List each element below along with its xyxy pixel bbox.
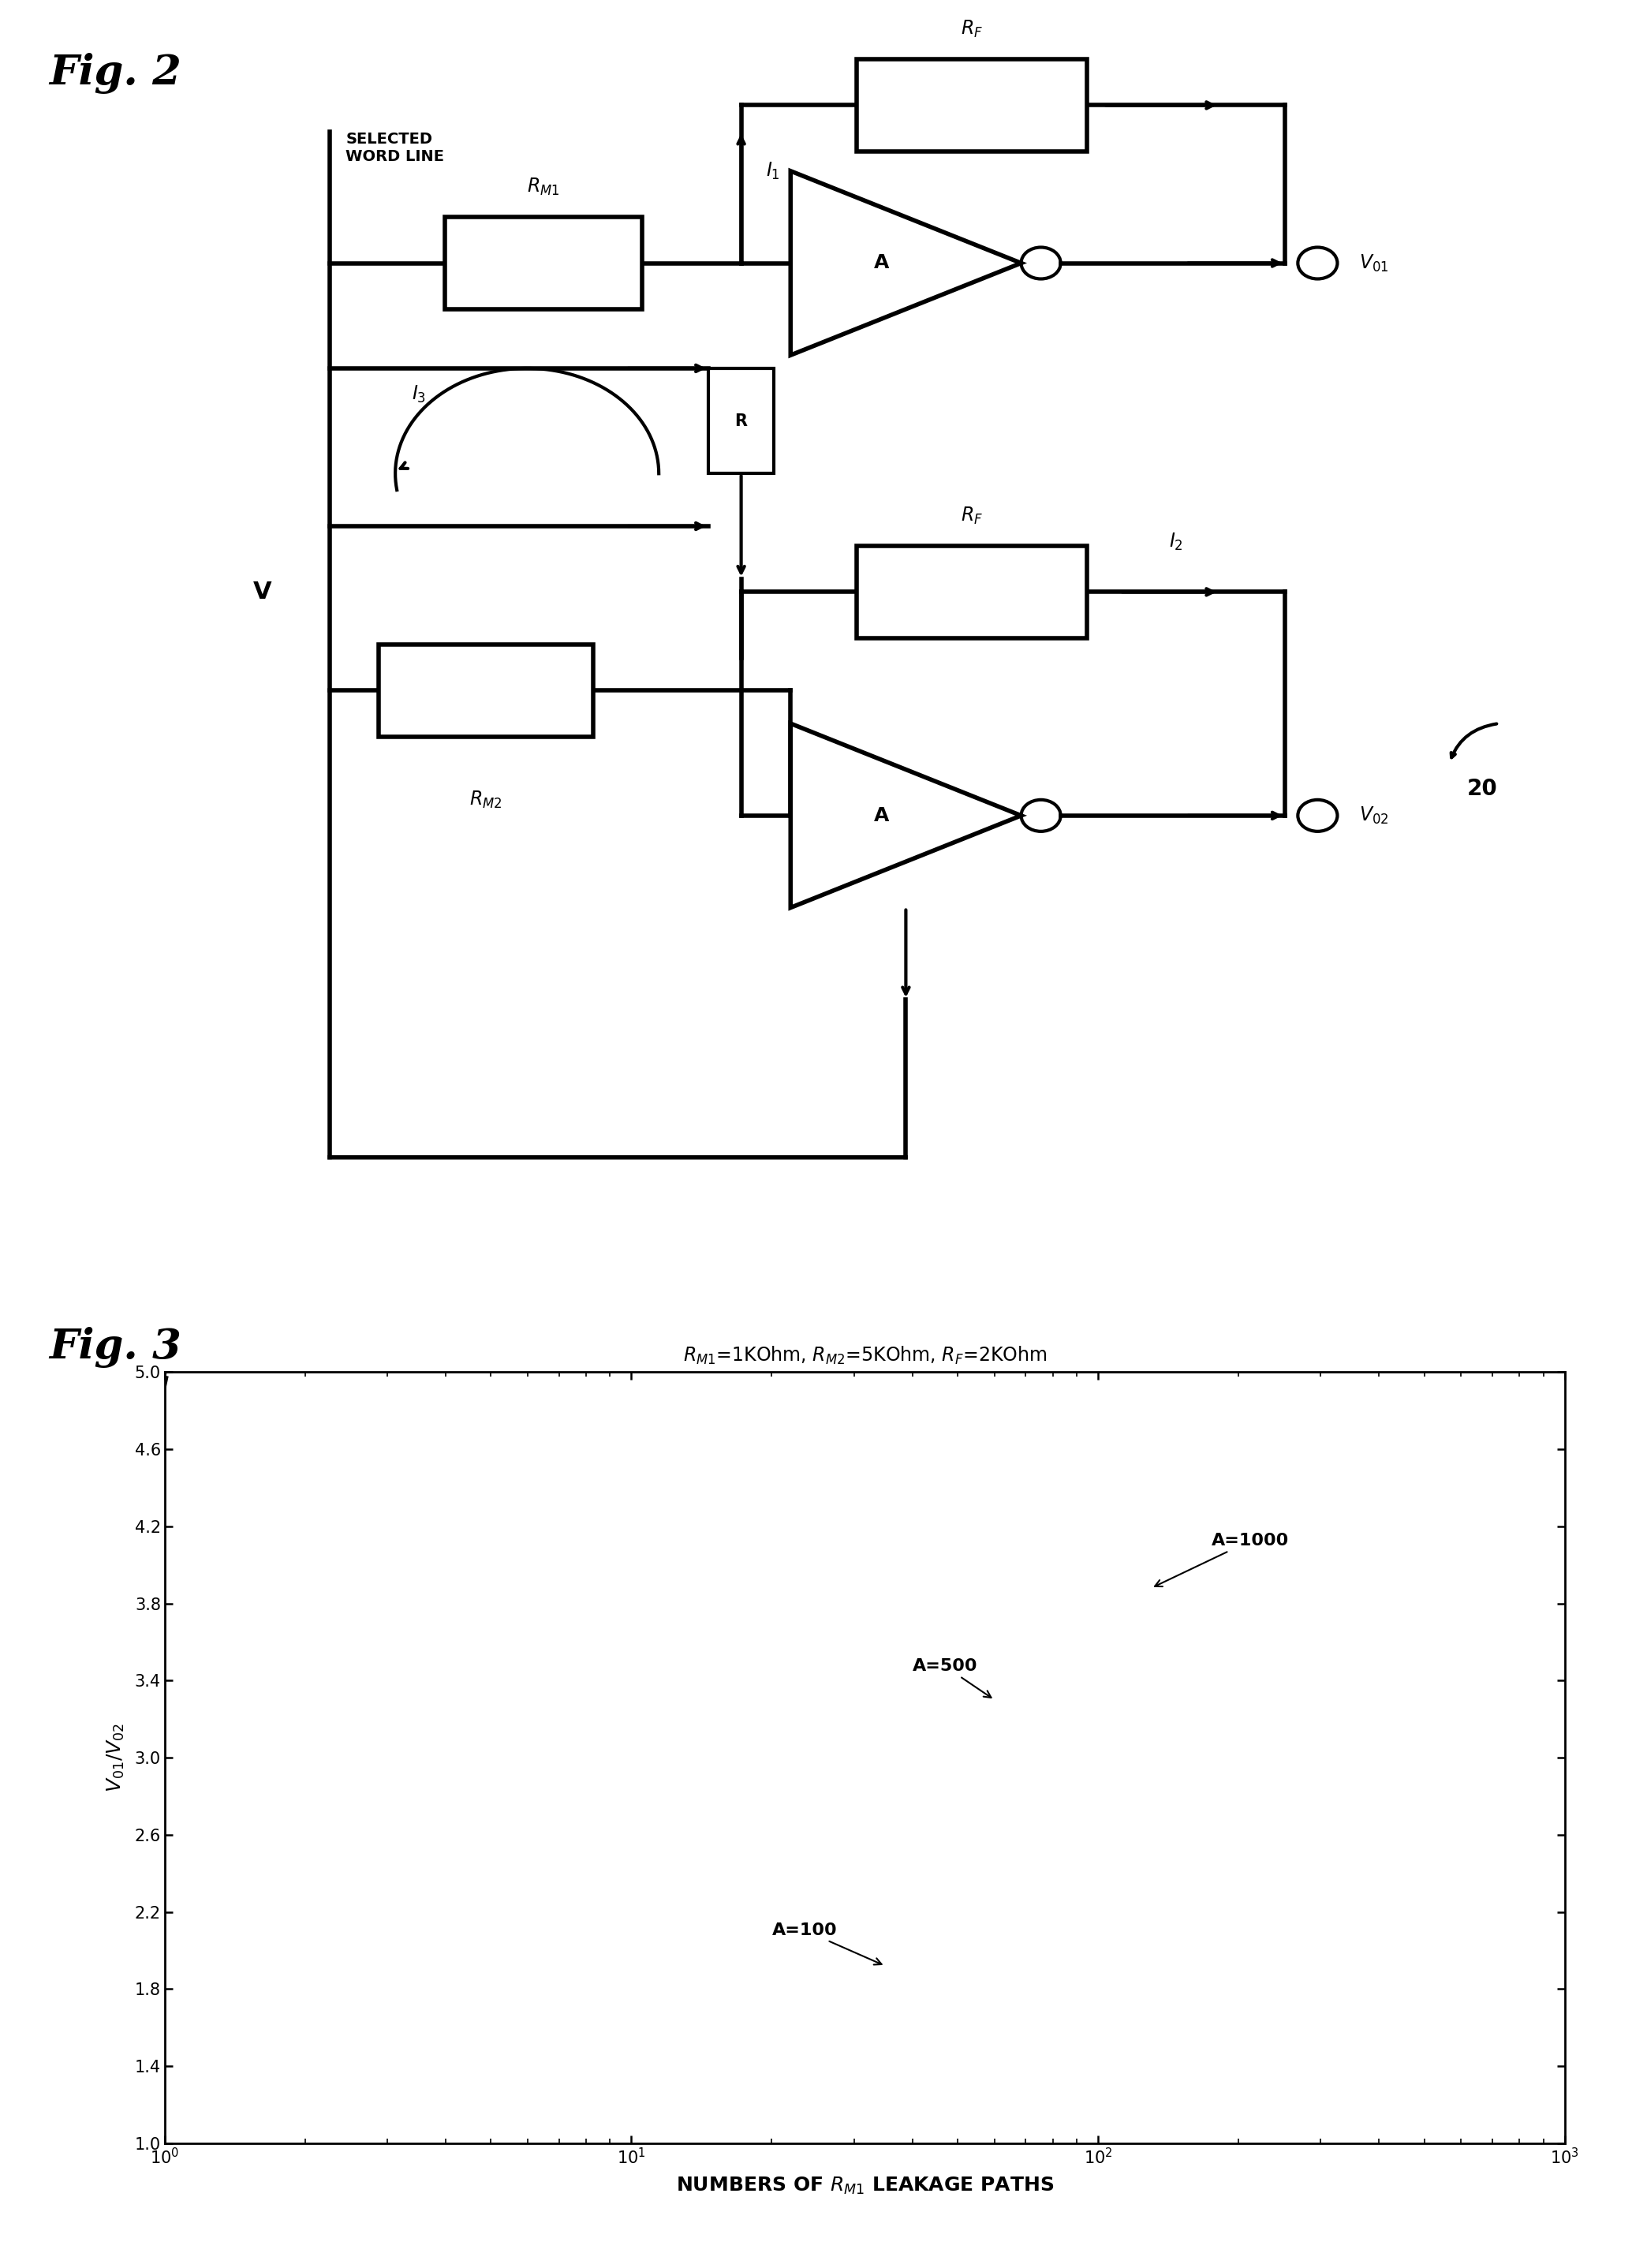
X-axis label: NUMBERS OF $R_{M1}$ LEAKAGE PATHS: NUMBERS OF $R_{M1}$ LEAKAGE PATHS <box>675 2175 1054 2195</box>
Y-axis label: $V_{01}/V_{02}$: $V_{01}/V_{02}$ <box>105 1724 125 1792</box>
Text: A: A <box>873 805 889 826</box>
Text: $R_{M2}$: $R_{M2}$ <box>469 789 502 810</box>
Text: SELECTED
WORD LINE: SELECTED WORD LINE <box>346 132 445 163</box>
Title: $R_{M1}$=1KOhm, $R_{M2}$=5KOhm, $R_{F}$=2KOhm: $R_{M1}$=1KOhm, $R_{M2}$=5KOhm, $R_{F}$=… <box>684 1345 1046 1365</box>
Text: $I_3$: $I_3$ <box>412 383 427 406</box>
Text: $I_1$: $I_1$ <box>766 161 781 181</box>
Text: A: A <box>873 254 889 272</box>
Bar <box>856 59 1087 152</box>
Polygon shape <box>791 170 1021 356</box>
Text: $I_2$: $I_2$ <box>1169 531 1184 553</box>
Text: $V_{02}$: $V_{02}$ <box>1359 805 1388 826</box>
Text: V: V <box>254 581 272 603</box>
Bar <box>708 367 774 474</box>
Text: A=500: A=500 <box>912 1658 991 1699</box>
Bar <box>856 547 1087 637</box>
Text: A=100: A=100 <box>772 1923 881 1964</box>
Text: R: R <box>735 413 748 429</box>
Text: 20: 20 <box>1467 778 1497 801</box>
Bar <box>445 218 642 308</box>
Polygon shape <box>791 723 1021 907</box>
Bar <box>379 644 593 737</box>
Text: $R_F$: $R_F$ <box>960 506 983 526</box>
Text: $R_{M1}$: $R_{M1}$ <box>527 177 560 197</box>
Text: Fig. 3: Fig. 3 <box>49 1327 181 1368</box>
Text: Fig. 2: Fig. 2 <box>49 52 181 93</box>
Text: $R_F$: $R_F$ <box>960 18 983 39</box>
Text: A=1000: A=1000 <box>1155 1533 1290 1588</box>
Text: $V_{01}$: $V_{01}$ <box>1359 252 1388 274</box>
